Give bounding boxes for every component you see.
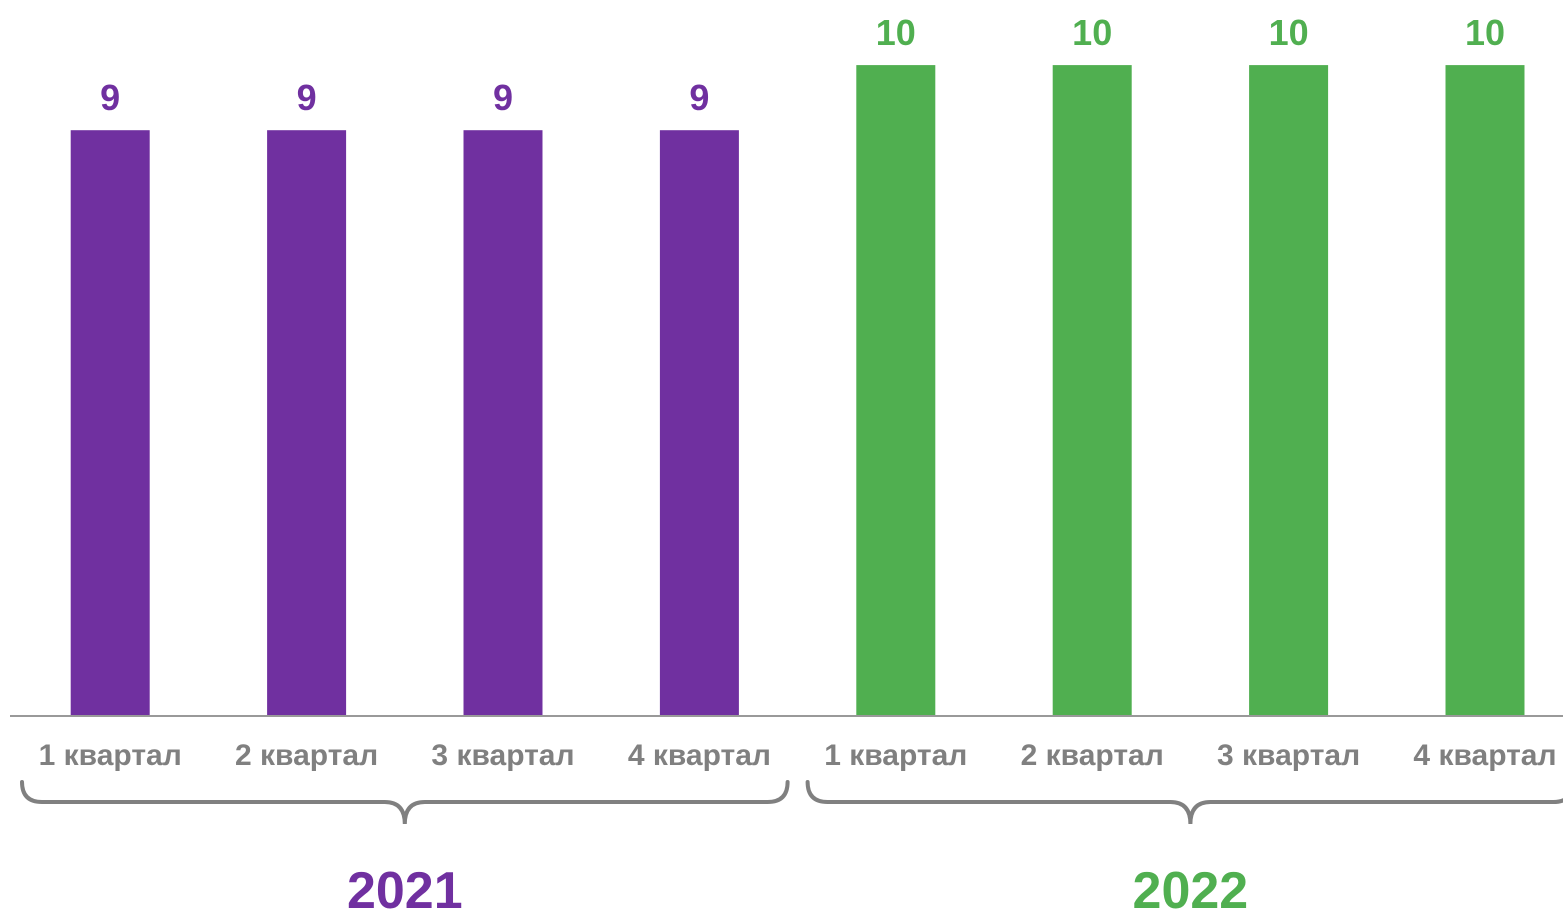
bar-2022-q4 [1445, 65, 1525, 717]
value-label-2022-q3: 10 [1269, 12, 1309, 53]
year-braces-layer [20, 780, 1563, 825]
category-label-2022-q2: 2 квартал [1021, 739, 1164, 772]
category-label-2021-q3: 3 квартал [431, 739, 574, 772]
category-labels-layer: 1 квартал 2 квартал 3 квартал 4 квартал 1 кв… [39, 739, 1557, 772]
bar-2022-q1 [856, 65, 936, 717]
value-label-2021-q2: 9 [297, 77, 317, 118]
year-label-2022: 2022 [1133, 862, 1249, 915]
bars-layer [70, 65, 1525, 717]
brace-2021 [20, 780, 790, 825]
bar-2022-q3 [1249, 65, 1329, 717]
category-label-2022-q3: 3 квартал [1217, 739, 1360, 772]
year-label-2021: 2021 [347, 862, 463, 915]
category-label-2021-q1: 1 квартал [39, 739, 182, 772]
value-label-2021-q4: 9 [689, 77, 709, 118]
value-label-2021-q3: 9 [493, 77, 513, 118]
value-label-2021-q1: 9 [100, 77, 120, 118]
brace-2022 [805, 780, 1563, 825]
value-label-2022-q1: 10 [876, 12, 916, 53]
value-label-2022-q2: 10 [1072, 12, 1112, 53]
bar-2021-q4 [659, 130, 739, 716]
bar-2021-q3 [463, 130, 543, 716]
bar-2021-q2 [267, 130, 347, 716]
value-labels-layer: 9 9 9 9 10 10 10 10 [100, 12, 1505, 118]
category-label-2021-q4: 4 квартал [628, 739, 771, 772]
year-labels-layer: 2021 2022 [347, 862, 1248, 915]
category-label-2021-q2: 2 квартал [235, 739, 378, 772]
category-label-2022-q1: 1 квартал [824, 739, 967, 772]
bar-2022-q2 [1052, 65, 1132, 717]
bar-2021-q1 [70, 130, 150, 716]
value-label-2022-q4: 10 [1465, 12, 1505, 53]
category-label-2022-q4: 4 квартал [1413, 739, 1556, 772]
